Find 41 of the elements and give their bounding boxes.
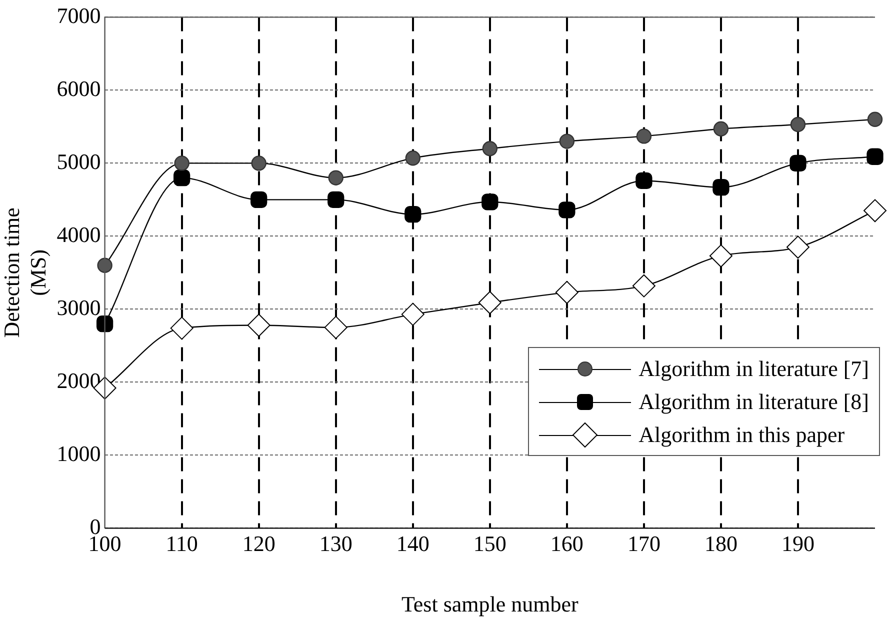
legend-label: Algorithm in this paper (638, 422, 845, 448)
legend-label: Algorithm in literature [8] (638, 388, 869, 414)
y-tick-label: 3000 (56, 294, 101, 320)
point (96, 315, 114, 332)
point (247, 314, 270, 337)
point (864, 199, 886, 222)
point (786, 236, 810, 259)
x-tick-label: 140 (396, 531, 430, 556)
x-tick-label: 120 (242, 531, 276, 556)
x-axis-title: Test sample number (401, 592, 580, 617)
x-tick-label: 150 (473, 531, 506, 556)
point (790, 154, 806, 172)
point (558, 202, 576, 218)
y-axis-title: Detection time (MS) (0, 208, 50, 338)
point (250, 191, 268, 208)
y-tick-label: 7000 (56, 2, 101, 28)
x-tick-label: 170 (627, 531, 660, 556)
y-tick-label: 1000 (56, 440, 101, 466)
point (482, 194, 498, 210)
point (709, 244, 732, 268)
x-tick-label: 130 (319, 531, 352, 556)
y-tick-label: 4000 (56, 222, 101, 247)
x-tick-label: 190 (781, 531, 814, 556)
point (404, 206, 422, 223)
point (170, 316, 194, 340)
point (866, 148, 884, 165)
point (173, 169, 190, 186)
x-tick-label: 180 (704, 531, 738, 556)
legend-label: Algorithm in literature [7] (638, 356, 869, 382)
point (328, 191, 344, 208)
x-tick-label: 110 (166, 531, 198, 556)
point (478, 291, 502, 314)
y-tick-label: 5000 (56, 148, 101, 174)
point (636, 172, 652, 190)
point (555, 280, 578, 304)
y-tick-label: 6000 (56, 76, 101, 101)
point (324, 316, 348, 339)
x-tick-label: 160 (550, 531, 584, 556)
point (401, 302, 424, 326)
point (632, 274, 656, 298)
point (712, 178, 730, 196)
